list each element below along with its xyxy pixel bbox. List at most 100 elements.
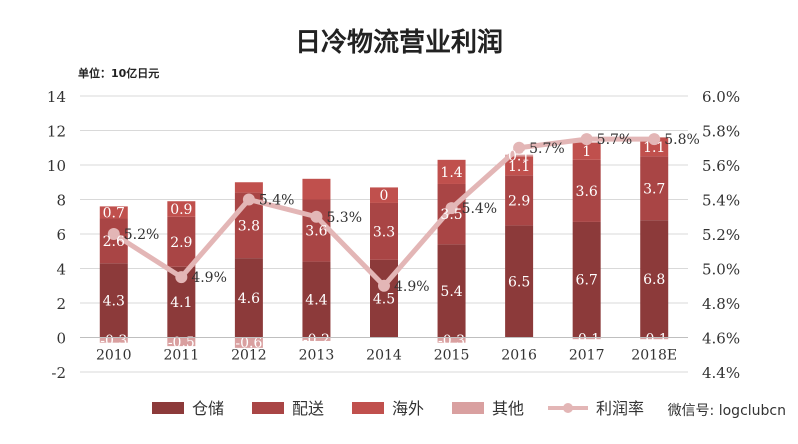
bar-segment	[572, 159, 601, 222]
bar-data-label: 3.6	[305, 224, 327, 240]
line-layer	[107, 133, 661, 292]
y2-tick-label: 5.8%	[702, 123, 740, 141]
wechat-watermark: 微信号: logclubcn	[667, 403, 786, 419]
margin-data-label: 4.9%	[394, 279, 430, 295]
bar-segment	[505, 225, 534, 338]
bar-segment	[302, 261, 331, 338]
bar-segment	[640, 137, 669, 157]
x-tick-label: 2017	[569, 348, 605, 364]
bar-data-label: 6.8	[643, 272, 665, 288]
bar-data-label: -0.5	[168, 335, 195, 351]
bar-data-label: -0.1	[573, 331, 600, 347]
bar-segment	[302, 178, 331, 200]
margin-point	[513, 141, 526, 154]
bar-data-label: 2.6	[103, 234, 125, 250]
label-layer: 4.32.60.7-0.34.12.90.9-0.54.63.8-0.64.43…	[100, 132, 700, 352]
legend-layer: 仓储 配送 海外 其他 利润率	[152, 399, 644, 418]
margin-data-label: 4.9%	[191, 270, 227, 286]
bar-segment	[167, 216, 196, 267]
bar-data-label: 0.7	[103, 205, 125, 221]
margin-point	[242, 193, 255, 206]
bar-segment	[370, 187, 398, 203]
y2-tick-label: 5.4%	[702, 192, 740, 210]
legend-label: 其他	[492, 399, 524, 418]
bar-data-label: 3.8	[238, 218, 260, 234]
margin-point	[107, 228, 120, 240]
bar-segment	[302, 199, 331, 262]
bar-segment	[167, 337, 196, 347]
y-tick-label: 6	[56, 226, 66, 244]
legend-swatch	[452, 402, 484, 414]
bar-data-label: 1	[582, 144, 591, 160]
bar-segment	[437, 159, 466, 184]
bar-segment	[640, 220, 669, 338]
margin-point	[445, 202, 458, 215]
bar-data-label: 0.1	[508, 149, 530, 165]
x-tick-label: 2013	[299, 348, 335, 364]
bar-segment	[234, 182, 263, 193]
y-tick-label: 0	[56, 330, 66, 348]
y-tick-label: -2	[51, 364, 66, 382]
y-tick-label: 14	[47, 88, 66, 106]
y2-tick-label: 5.6%	[702, 157, 740, 175]
bar-data-label: 5.4	[440, 284, 462, 300]
bar-segment	[99, 263, 128, 338]
bar-segment	[640, 156, 669, 221]
margin-point	[648, 133, 661, 146]
bar-segment	[370, 202, 398, 260]
bar-segment	[234, 258, 263, 338]
bar-data-label: 4.4	[305, 293, 327, 309]
legend-line-marker	[563, 403, 573, 413]
legend-label: 海外	[392, 399, 424, 418]
x-tick-label: 2018E	[631, 348, 677, 364]
chart-title: 日冷物流营业利润	[294, 28, 503, 58]
bar-data-label: 4.6	[238, 291, 260, 307]
bar-segment	[640, 337, 669, 340]
x-tick-label: 2010	[96, 348, 132, 364]
axis-layer: -2024681012144.4%4.6%4.8%5.0%5.2%5.4%5.6…	[47, 88, 740, 382]
y2-tick-label: 6.0%	[702, 88, 740, 106]
bar-data-label: 2.9	[170, 235, 192, 251]
legend-swatch	[152, 402, 184, 414]
y-tick-label: 12	[47, 123, 66, 141]
bar-data-label: 4.5	[373, 292, 395, 308]
bar-data-label: 3.3	[373, 224, 395, 240]
x-tick-label: 2015	[434, 348, 470, 364]
bar-data-label: 6.7	[576, 273, 598, 289]
bar-data-label: 6.5	[508, 274, 530, 290]
margin-data-label: 5.7%	[597, 132, 633, 148]
bar-data-label: -0.1	[641, 331, 668, 347]
y-tick-label: 4	[56, 261, 66, 279]
bar-segment	[302, 337, 331, 341]
bar-data-label: 0.9	[170, 202, 192, 218]
legend-label: 利润率	[596, 399, 644, 418]
bar-segment	[505, 154, 534, 157]
margin-point	[310, 210, 323, 223]
bar-segment	[437, 337, 466, 343]
y-tick-label: 8	[56, 192, 66, 210]
bar-data-label: 1.1	[508, 159, 530, 175]
margin-data-label: 5.8%	[664, 132, 700, 148]
margin-point	[175, 271, 188, 284]
bar-data-label: 1.1	[643, 140, 665, 156]
bar-segment	[99, 337, 128, 343]
unit-label: 单位：10亿日元	[78, 67, 160, 80]
bar-data-label: 4.3	[103, 293, 125, 309]
x-tick-label: 2012	[231, 348, 267, 364]
bar-segment	[572, 221, 601, 338]
bar-segment	[234, 337, 263, 348]
bar-segment	[167, 201, 196, 217]
bar-segment	[437, 244, 466, 338]
margin-data-label: 5.4%	[259, 193, 295, 209]
bar-data-label: 0	[380, 188, 389, 204]
y2-tick-label: 4.4%	[702, 364, 740, 382]
x-tick-label: 2011	[164, 348, 200, 364]
margin-data-label: 5.7%	[529, 141, 565, 157]
legend-swatch	[352, 402, 384, 414]
bar-segment	[505, 156, 534, 176]
bar-data-label: 3.5	[440, 207, 462, 223]
bar-segment	[572, 142, 601, 160]
x-tick-label: 2016	[501, 348, 537, 364]
